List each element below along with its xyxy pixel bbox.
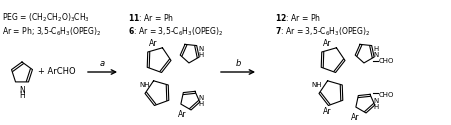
Text: Ar: Ar bbox=[323, 39, 331, 48]
Text: $\mathbf{6}$: Ar = 3,5-C$_6$H$_3$(OPEG)$_2$: $\mathbf{6}$: Ar = 3,5-C$_6$H$_3$(OPEG)$… bbox=[128, 25, 224, 38]
Text: + ArCHO: + ArCHO bbox=[38, 68, 76, 76]
Text: N: N bbox=[373, 52, 378, 58]
Text: a: a bbox=[100, 59, 105, 68]
Text: Ar = Ph; 3,5-C$_6$H$_3$(OPEG)$_2$: Ar = Ph; 3,5-C$_6$H$_3$(OPEG)$_2$ bbox=[2, 25, 101, 38]
Text: N: N bbox=[198, 95, 203, 101]
Text: H: H bbox=[198, 101, 203, 107]
Text: b: b bbox=[235, 59, 241, 68]
Text: $\mathbf{7}$: Ar = 3,5-C$_6$H$_3$(OPEG)$_2$: $\mathbf{7}$: Ar = 3,5-C$_6$H$_3$(OPEG)$… bbox=[275, 25, 371, 38]
Text: H: H bbox=[373, 46, 378, 52]
Text: N: N bbox=[19, 86, 25, 95]
Text: NH: NH bbox=[312, 82, 322, 88]
Text: NH: NH bbox=[139, 82, 150, 88]
Text: H: H bbox=[198, 52, 203, 58]
Text: CHO: CHO bbox=[379, 92, 394, 98]
Text: N: N bbox=[198, 46, 203, 52]
Text: H: H bbox=[19, 91, 25, 100]
Text: H: H bbox=[373, 104, 378, 110]
Text: CHO: CHO bbox=[379, 58, 394, 64]
Text: Ar: Ar bbox=[178, 110, 186, 119]
Text: N: N bbox=[373, 98, 378, 104]
Text: Ar: Ar bbox=[351, 113, 359, 122]
Text: $\mathbf{12}$: Ar = Ph: $\mathbf{12}$: Ar = Ph bbox=[275, 12, 321, 23]
Text: Ar: Ar bbox=[323, 107, 331, 116]
Text: Ar: Ar bbox=[149, 39, 157, 48]
Text: PEG = (CH$_2$CH$_2$O)$_3$CH$_3$: PEG = (CH$_2$CH$_2$O)$_3$CH$_3$ bbox=[2, 12, 90, 24]
Text: $\mathbf{11}$: Ar = Ph: $\mathbf{11}$: Ar = Ph bbox=[128, 12, 174, 23]
